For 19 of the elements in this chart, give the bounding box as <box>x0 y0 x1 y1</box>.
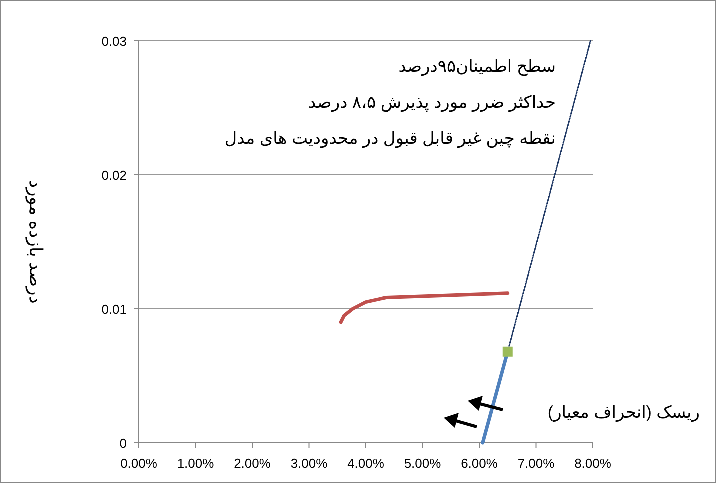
x-tick-label: 1.00% <box>177 456 215 471</box>
y-tick-label: 0 <box>120 436 127 451</box>
y-tick-label: 0.02 <box>102 168 127 183</box>
x-tick-label: 4.00% <box>348 456 385 471</box>
y-tick-label: 0.01 <box>102 302 127 317</box>
x-tick-label: 2.00% <box>234 456 272 471</box>
annotation: سطح اطمینان۹۵درصد <box>398 57 556 77</box>
x-tick-label: 5.00% <box>404 456 442 471</box>
y-axis-title: درصد بازده مورد <box>25 180 46 304</box>
y-tick-label: 0.03 <box>102 34 127 49</box>
x-tick-label: 7.00% <box>518 456 556 471</box>
x-tick-label: 6.00% <box>461 456 498 471</box>
line-series <box>339 292 510 324</box>
annotation: حداکثر ضرر مورد پذیرش ۸،۵ درصد <box>308 93 556 113</box>
x-tick-label: 8.00% <box>574 456 612 471</box>
x-tick-label: 0.00% <box>120 456 158 471</box>
x-tick-label: 3.00% <box>290 456 328 471</box>
annotation: نقطه چین غیر قابل قبول در محدودیت های مدل <box>224 129 556 149</box>
annotation: ریسک (انحراف معیار) <box>548 403 700 423</box>
